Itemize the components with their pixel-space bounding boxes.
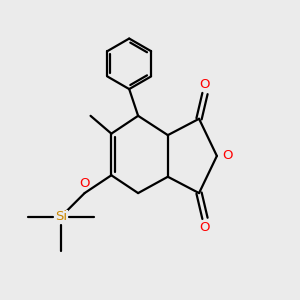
Text: O: O (80, 176, 90, 190)
Text: O: O (200, 221, 210, 234)
Text: Si: Si (55, 210, 67, 224)
Text: O: O (222, 149, 232, 162)
Text: O: O (200, 78, 210, 91)
